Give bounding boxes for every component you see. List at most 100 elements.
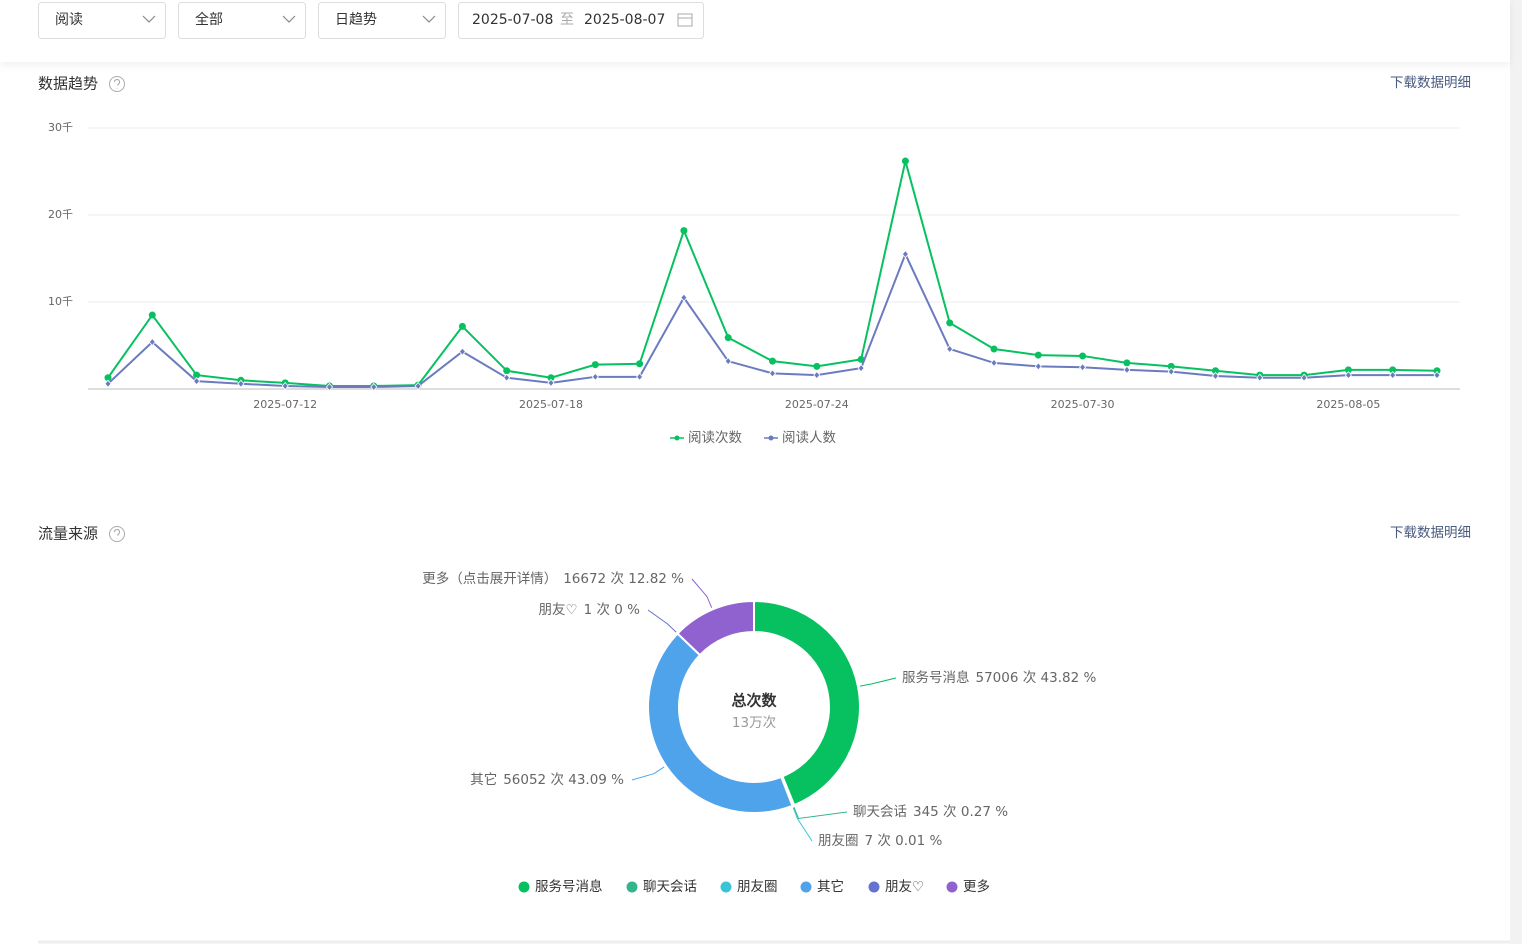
slice-label: 其它 56052 次 43.09 % — [470, 771, 624, 788]
donut-slice — [676, 599, 755, 657]
point — [547, 378, 555, 388]
slice-name: 其它 — [470, 771, 497, 788]
point — [680, 227, 688, 235]
date-end: 2025-08-07 — [584, 12, 665, 28]
point — [724, 334, 732, 342]
point — [946, 344, 954, 354]
slice-name: 朋友♡ — [539, 602, 578, 618]
legend-marker — [800, 881, 812, 893]
point — [946, 319, 954, 327]
section-title: 数据趋势 — [38, 75, 98, 93]
point — [813, 362, 821, 370]
point — [591, 372, 599, 381]
point — [1123, 365, 1131, 374]
point — [104, 374, 112, 382]
slice-value: 56052 次 43.09 % — [503, 772, 624, 788]
series-line — [107, 160, 1438, 387]
point — [901, 157, 909, 165]
slice-label: 更多（点击展开详情） 16672 次 12.82 % — [422, 570, 684, 587]
legend-label: 服务号消息 — [535, 878, 603, 895]
point — [193, 377, 201, 386]
point — [769, 357, 776, 365]
x-tick-label: 2025-07-24 — [785, 398, 849, 411]
legend-marker — [946, 881, 958, 893]
slice-value: 1 次 0 % — [584, 602, 641, 618]
download-link[interactable]: 下载数据明细 — [1390, 525, 1471, 541]
date-start: 2025-07-08 — [472, 12, 553, 28]
date-range[interactable]: 2025-07-08 至 2025-08-07 — [458, 2, 704, 39]
point — [990, 358, 998, 368]
leader-line — [792, 807, 813, 842]
slice-name: 服务号消息 — [902, 669, 970, 686]
point — [1389, 366, 1397, 374]
point — [1344, 370, 1352, 380]
slice-label: 朋友圈 7 次 0.01 % — [818, 833, 943, 849]
point — [1256, 373, 1264, 382]
point — [503, 373, 511, 382]
slice-label: 聊天会话 345 次 0.27 % — [853, 804, 1008, 820]
granularity-select[interactable]: 日趋势 — [318, 2, 446, 39]
point — [1079, 352, 1087, 360]
help-icon[interactable] — [109, 76, 125, 92]
slice-label: 朋友♡ 1 次 0 % — [539, 602, 641, 618]
point — [724, 357, 732, 366]
point — [1034, 362, 1042, 371]
slice-name: 更多（点击展开详情） — [422, 570, 557, 587]
scope-select[interactable]: 全部 — [178, 2, 306, 39]
center-title: 总次数 — [731, 692, 777, 710]
point — [237, 379, 245, 388]
point — [325, 382, 334, 392]
leader-line — [691, 578, 713, 608]
leader-line — [631, 766, 665, 781]
point — [547, 374, 555, 382]
legend-label: 朋友圈 — [737, 879, 778, 895]
x-tick-label: 2025-07-30 — [1051, 398, 1115, 411]
x-tick-label: 2025-07-12 — [253, 398, 317, 411]
legend-label: 阅读人数 — [782, 430, 836, 446]
point — [1433, 370, 1441, 380]
y-tick-label: 30千 — [48, 121, 73, 134]
series-line — [107, 251, 1437, 388]
metric-select[interactable]: 阅读 — [38, 2, 166, 39]
point — [193, 371, 201, 379]
slice-value: 345 次 0.27 % — [913, 804, 1008, 820]
point — [1211, 371, 1220, 381]
select-text: 阅读 — [55, 11, 83, 28]
y-tick-label: 20千 — [48, 208, 73, 221]
legend-marker — [768, 435, 774, 441]
point — [1034, 351, 1042, 359]
select-text: 全部 — [195, 11, 223, 28]
download-link[interactable]: 下载数据明细 — [1390, 75, 1471, 91]
point — [458, 347, 466, 356]
donut-slice — [647, 632, 794, 814]
x-tick-label: 2025-07-18 — [519, 398, 583, 411]
slice-name: 聊天会话 — [853, 804, 907, 820]
point — [1212, 367, 1219, 375]
point — [458, 322, 466, 330]
slice-value: 7 次 0.01 % — [865, 833, 943, 849]
leader-line — [647, 609, 677, 633]
slice-value: 57006 次 43.82 % — [976, 670, 1097, 686]
point — [901, 250, 909, 259]
center-value: 13万次 — [732, 715, 776, 731]
point — [503, 367, 511, 375]
legend-label: 聊天会话 — [643, 879, 697, 895]
legend-label: 朋友♡ — [885, 879, 924, 895]
point — [768, 369, 777, 378]
point — [414, 381, 422, 391]
point — [1433, 367, 1441, 375]
y-tick-label: 10千 — [48, 295, 73, 308]
section-title: 流量来源 — [38, 525, 98, 543]
point — [591, 361, 599, 369]
legend-label: 更多 — [963, 878, 990, 895]
legend-marker — [626, 881, 638, 893]
point — [990, 345, 998, 353]
legend-marker — [720, 881, 732, 893]
donut-slice — [753, 599, 861, 807]
legend-marker — [518, 881, 530, 893]
point — [1300, 373, 1308, 382]
help-icon[interactable] — [109, 526, 125, 542]
point — [370, 382, 378, 392]
